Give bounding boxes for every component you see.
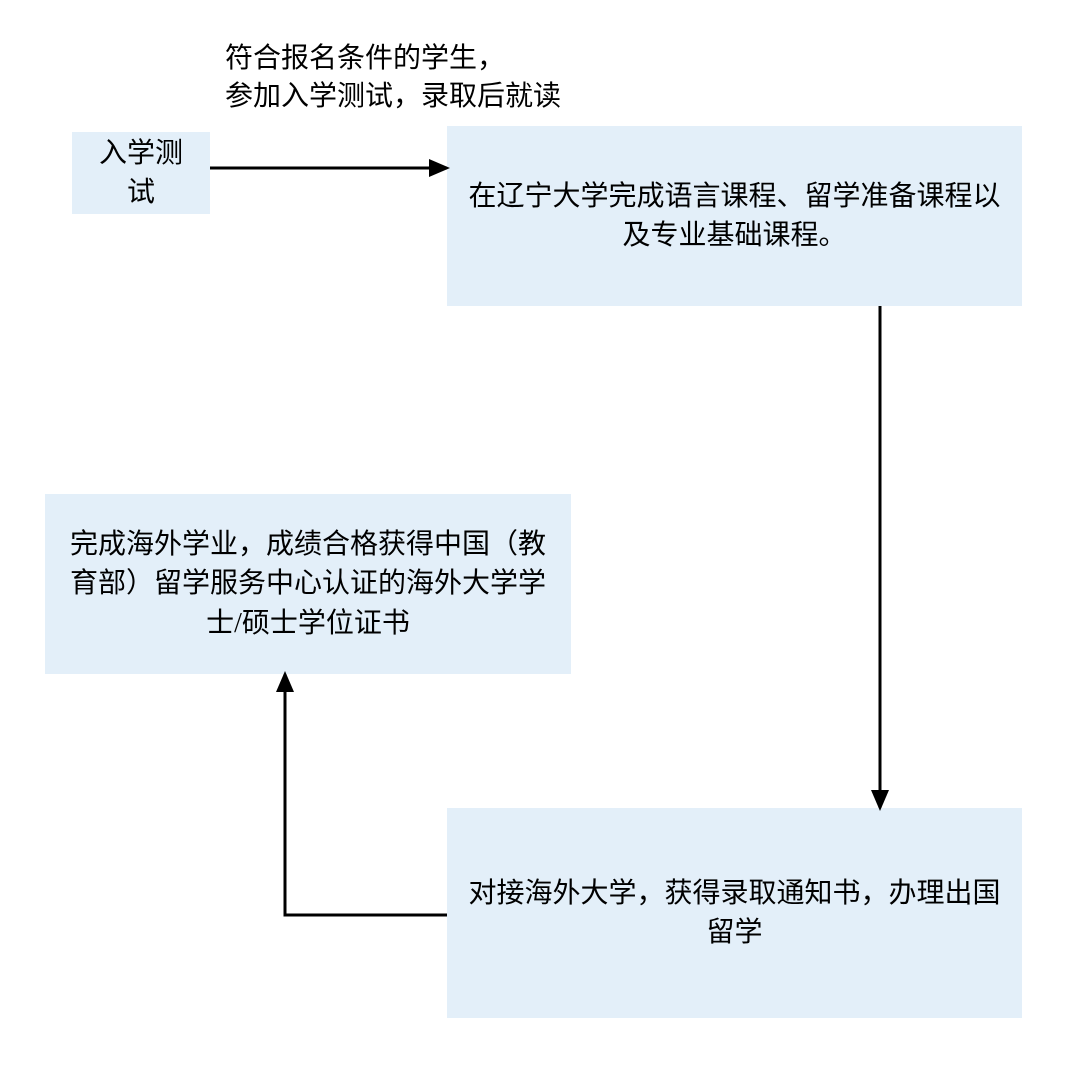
caption-text: 符合报名条件的学生， 参加入学测试，录取后就读 bbox=[225, 40, 561, 116]
node-liaoning-courses: 在辽宁大学完成语言课程、留学准备课程以及专业基础课程。 bbox=[447, 126, 1022, 306]
caption-line-1: 符合报名条件的学生， bbox=[225, 43, 505, 74]
node-overseas-admission: 对接海外大学，获得录取通知书，办理出国留学 bbox=[447, 808, 1022, 1018]
edge-admission-to-degree bbox=[285, 674, 447, 915]
node-label: 在辽宁大学完成语言课程、留学准备课程以及专业基础课程。 bbox=[461, 177, 1008, 255]
caption-line-2: 参加入学测试，录取后就读 bbox=[225, 81, 561, 112]
node-label: 入学测试 bbox=[86, 134, 196, 212]
node-overseas-degree: 完成海外学业，成绩合格获得中国（教育部）留学服务中心认证的海外大学学士/硕士学位… bbox=[45, 494, 571, 674]
node-label: 完成海外学业，成绩合格获得中国（教育部）留学服务中心认证的海外大学学士/硕士学位… bbox=[59, 525, 557, 643]
node-entrance-test: 入学测试 bbox=[72, 132, 210, 214]
node-label: 对接海外大学，获得录取通知书，办理出国留学 bbox=[461, 874, 1008, 952]
flowchart-canvas: 符合报名条件的学生， 参加入学测试，录取后就读 入学测试 在辽宁大学完成语言课程… bbox=[0, 0, 1080, 1080]
